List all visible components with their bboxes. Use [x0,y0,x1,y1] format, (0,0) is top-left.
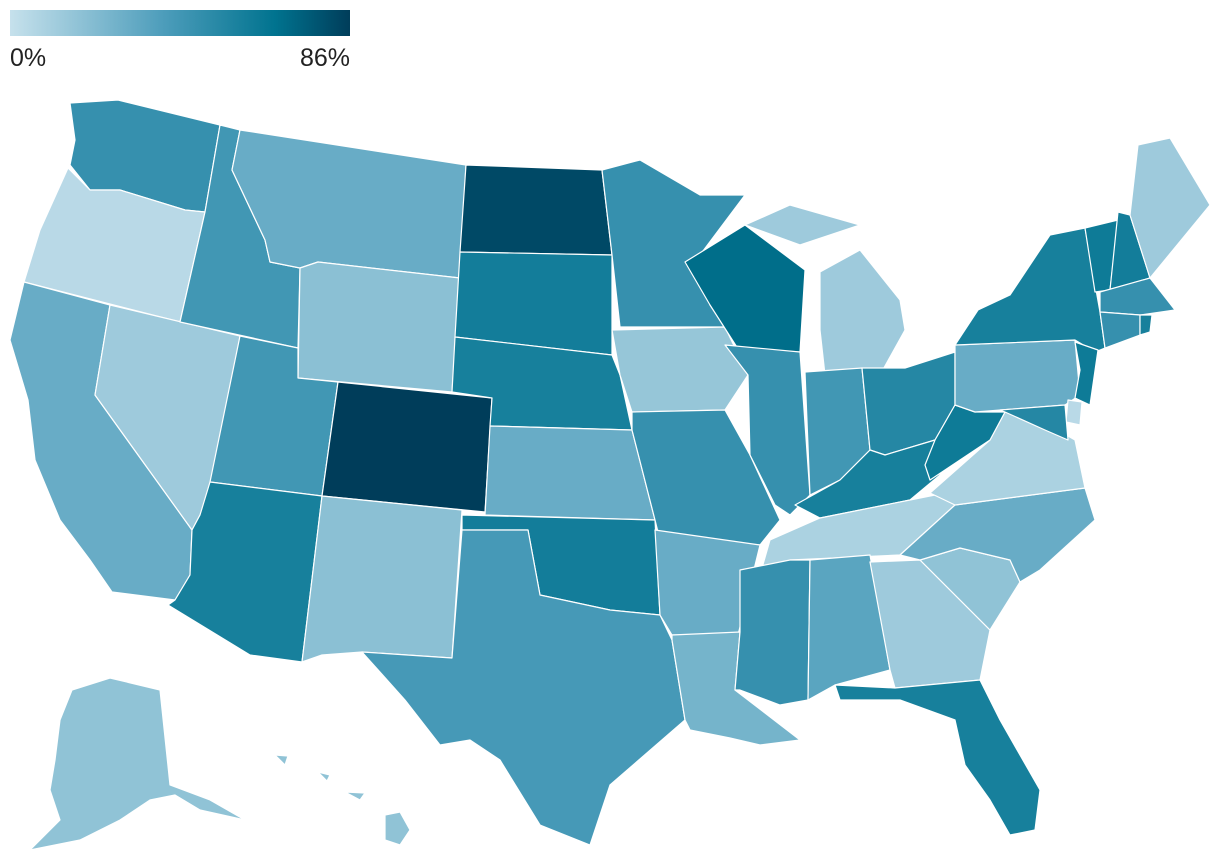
state-ny[interactable] [954,227,1106,353]
state-pa[interactable] [954,339,1081,413]
state-nd[interactable] [459,164,613,256]
state-mi[interactable] [744,204,906,376]
state-md[interactable] [999,404,1069,441]
state-de[interactable] [1065,399,1083,426]
state-ks[interactable] [484,425,656,521]
color-legend: 0% 86% [10,10,350,72]
states-layer [9,99,1211,851]
legend-gradient-bar [10,10,350,36]
state-me[interactable] [1129,137,1211,279]
state-nm[interactable] [301,495,463,663]
state-ct[interactable] [1099,311,1141,349]
state-hi[interactable] [274,754,411,846]
legend-min-label: 0% [10,44,47,72]
state-ia[interactable] [611,326,749,413]
state-ms[interactable] [734,559,811,706]
state-il[interactable] [724,344,811,516]
state-co[interactable] [321,381,493,513]
state-al[interactable] [807,554,891,701]
state-wy[interactable] [297,261,461,393]
state-nj[interactable] [1074,341,1099,406]
state-tx[interactable] [361,529,686,846]
state-fl[interactable] [834,679,1041,836]
state-ak[interactable] [29,677,246,851]
state-ma[interactable] [1099,277,1176,316]
state-ri[interactable] [1139,314,1153,336]
legend-max-label: 86% [299,44,350,72]
